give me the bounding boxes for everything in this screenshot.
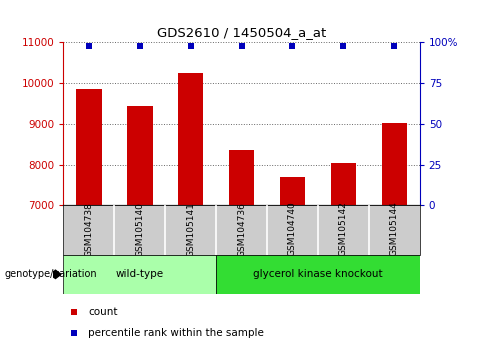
Bar: [280, 177, 305, 205]
Bar: [382, 123, 407, 205]
Text: percentile rank within the sample: percentile rank within the sample: [88, 328, 264, 338]
Point: [335, 223, 343, 228]
Text: GSM105142: GSM105142: [339, 202, 348, 257]
Point: [390, 43, 398, 48]
Point: [335, 30, 343, 35]
Text: GSM105140: GSM105140: [135, 202, 144, 257]
Point: [85, 43, 93, 48]
Bar: [76, 89, 102, 205]
Text: GSM105144: GSM105144: [390, 202, 399, 257]
Bar: [127, 105, 152, 205]
Point: [187, 43, 195, 48]
Bar: [229, 150, 254, 205]
Text: glycerol kinase knockout: glycerol kinase knockout: [253, 269, 383, 279]
Text: GSM104738: GSM104738: [84, 202, 93, 257]
Point: [288, 43, 296, 48]
Text: GSM104740: GSM104740: [288, 202, 297, 257]
Point: [238, 43, 245, 48]
Text: GSM105141: GSM105141: [186, 202, 195, 257]
Text: count: count: [88, 307, 118, 316]
Bar: [63, 255, 216, 294]
Bar: [178, 73, 203, 205]
Point: [136, 43, 143, 48]
Text: wild-type: wild-type: [116, 269, 164, 279]
Text: genotype/variation: genotype/variation: [5, 269, 98, 279]
Point: [340, 43, 347, 48]
Bar: [331, 162, 356, 205]
Text: GSM104736: GSM104736: [237, 202, 246, 257]
Bar: [216, 255, 420, 294]
Title: GDS2610 / 1450504_a_at: GDS2610 / 1450504_a_at: [157, 25, 326, 39]
